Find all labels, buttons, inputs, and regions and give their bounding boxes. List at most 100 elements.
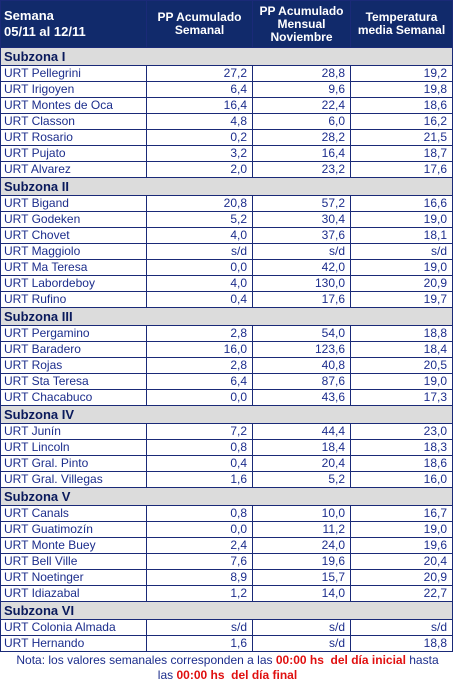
value-cell: 5,2	[252, 471, 351, 488]
station-name: URT Monte Buey	[0, 537, 147, 554]
subzone-name: Subzona II	[0, 177, 453, 196]
data-row: URT Chovet 4,0 37,6 18,1	[0, 227, 453, 244]
value-cell: 8,9	[146, 569, 253, 586]
value-cell: 18,6	[350, 455, 453, 472]
data-row: URT Colonia Almada s/d s/d s/d	[0, 619, 453, 636]
station-name: URT Colonia Almada	[0, 619, 147, 636]
station-name: URT Gral. Pinto	[0, 455, 147, 472]
data-row: URT Rufino 0,4 17,6 19,7	[0, 291, 453, 308]
value-cell: 0,0	[146, 259, 253, 276]
note-text: 00:00 hs del día inicial	[275, 653, 406, 667]
header-line: Semanal	[174, 23, 225, 37]
value-cell: 0,4	[146, 455, 253, 472]
station-name: URT Rufino	[0, 291, 147, 308]
station-name: URT Lincoln	[0, 439, 147, 456]
value-cell: 18,1	[350, 227, 453, 244]
data-row: URT Hernando 1,6 s/d 18,8	[0, 635, 453, 652]
value-cell: 1,6	[146, 635, 253, 652]
value-cell: s/d	[350, 243, 453, 260]
value-cell: 19,2	[350, 65, 453, 82]
value-cell: 28,8	[252, 65, 351, 82]
data-row: URT Maggiolo s/d s/d s/d	[0, 243, 453, 260]
value-cell: 19,0	[350, 521, 453, 538]
value-cell: 6,4	[146, 81, 253, 98]
value-cell: 42,0	[252, 259, 351, 276]
value-cell: 30,4	[252, 211, 351, 228]
subzone-row: Subzona V	[0, 487, 453, 506]
value-cell: 18,3	[350, 439, 453, 456]
value-cell: 44,4	[252, 423, 351, 440]
value-cell: 54,0	[252, 325, 351, 342]
note-line: las 00:00 hs del día final	[0, 668, 455, 683]
value-cell: 16,6	[350, 195, 453, 212]
station-name: URT Pujato	[0, 145, 147, 162]
value-cell: 6,0	[252, 113, 351, 130]
station-name: URT Bigand	[0, 195, 147, 212]
data-row: URT Pergamino 2,8 54,0 18,8	[0, 325, 453, 342]
data-row: URT Pujato 3,2 16,4 18,7	[0, 145, 453, 162]
data-row: URT Noetinger 8,9 15,7 20,9	[0, 569, 453, 586]
value-cell: 0,0	[146, 389, 253, 406]
value-cell: 37,6	[252, 227, 351, 244]
value-cell: s/d	[252, 635, 351, 652]
weather-table: Semana 05/11 al 12/11 PP Acumulado Semanal P…	[0, 0, 453, 652]
data-row: URT Sta Teresa 6,4 87,6 19,0	[0, 373, 453, 390]
subzone-row: Subzona II	[0, 177, 453, 196]
station-name: URT Chovet	[0, 227, 147, 244]
value-cell: 18,8	[350, 325, 453, 342]
value-cell: 20,9	[350, 569, 453, 586]
station-name: URT Pergamino	[0, 325, 147, 342]
station-name: URT Maggiolo	[0, 243, 147, 260]
value-cell: s/d	[252, 619, 351, 636]
station-name: URT Junín	[0, 423, 147, 440]
station-name: URT Classon	[0, 113, 147, 130]
value-cell: 22,4	[252, 97, 351, 114]
station-name: URT Rojas	[0, 357, 147, 374]
data-row: URT Gral. Pinto 0,4 20,4 18,6	[0, 455, 453, 472]
value-cell: 0,2	[146, 129, 253, 146]
value-cell: 16,0	[350, 471, 453, 488]
data-row: URT Idiazabal 1,2 14,0 22,7	[0, 585, 453, 602]
header-line: 05/11 al 12/11	[4, 24, 86, 39]
data-row: URT Godeken 5,2 30,4 19,0	[0, 211, 453, 228]
value-cell: s/d	[350, 619, 453, 636]
station-name: URT Sta Teresa	[0, 373, 147, 390]
note-text: hasta	[405, 653, 439, 667]
data-row: URT Monte Buey 2,4 24,0 19,6	[0, 537, 453, 554]
data-row: URT Labordeboy 4,0 130,0 20,9	[0, 275, 453, 292]
value-cell: 5,2	[146, 211, 253, 228]
data-row: URT Gral. Villegas 1,6 5,2 16,0	[0, 471, 453, 488]
data-row: URT Chacabuco 0,0 43,6 17,3	[0, 389, 453, 406]
value-cell: 2,0	[146, 161, 253, 178]
data-row: URT Classon 4,8 6,0 16,2	[0, 113, 453, 130]
value-cell: 19,0	[350, 211, 453, 228]
station-name: URT Godeken	[0, 211, 147, 228]
value-cell: 17,6	[252, 291, 351, 308]
subzone-name: Subzona VI	[0, 601, 453, 620]
note: Nota: los valores semanales corresponden…	[0, 653, 455, 683]
value-cell: 16,4	[146, 97, 253, 114]
value-cell: 1,2	[146, 585, 253, 602]
value-cell: 16,7	[350, 505, 453, 522]
header-line: Noviembre	[270, 29, 333, 44]
header-cell: PP Acumulado Mensual Noviembre	[252, 0, 351, 48]
note-text: Nota: los valores semanales corresponden…	[16, 653, 276, 667]
value-cell: 7,6	[146, 553, 253, 570]
station-name: URT Chacabuco	[0, 389, 147, 406]
value-cell: 20,5	[350, 357, 453, 374]
station-name: URT Montes de Oca	[0, 97, 147, 114]
station-name: URT Canals	[0, 505, 147, 522]
value-cell: 17,3	[350, 389, 453, 406]
value-cell: 20,4	[350, 553, 453, 570]
data-row: URT Guatimozín 0,0 11,2 19,0	[0, 521, 453, 538]
data-row: URT Bell Ville 7,6 19,6 20,4	[0, 553, 453, 570]
station-name: URT Guatimozín	[0, 521, 147, 538]
value-cell: 22,7	[350, 585, 453, 602]
value-cell: 19,6	[350, 537, 453, 554]
subzone-name: Subzona I	[0, 47, 453, 66]
value-cell: 7,2	[146, 423, 253, 440]
value-cell: 20,4	[252, 455, 351, 472]
value-cell: 40,8	[252, 357, 351, 374]
value-cell: 23,2	[252, 161, 351, 178]
subzone-name: Subzona IV	[0, 405, 453, 424]
